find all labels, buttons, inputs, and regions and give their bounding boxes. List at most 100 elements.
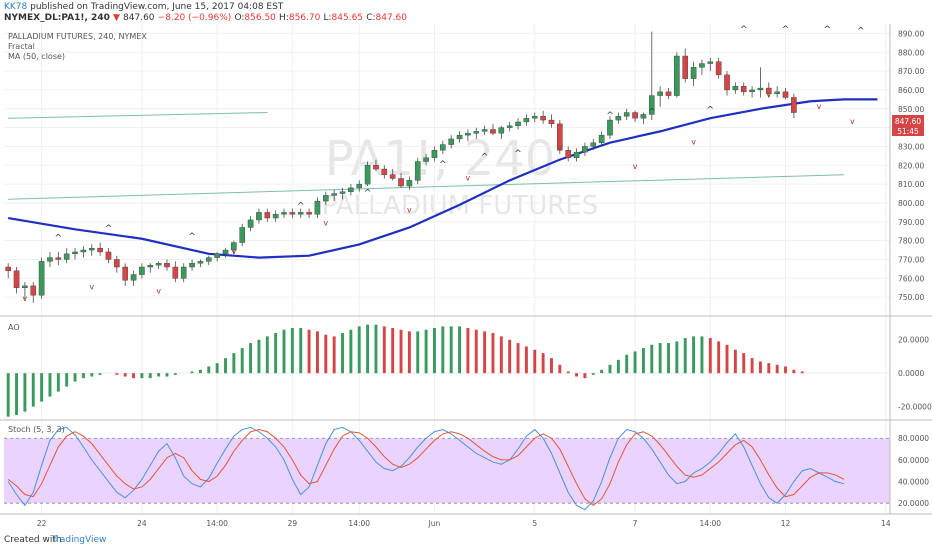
candle-body: [30, 285, 37, 296]
symbol-line: NYMEX_DL:PA1!, 240 ▼ 847.60 −8.20 (−0.96…: [4, 12, 407, 24]
candle-body: [205, 257, 212, 262]
candle-body: [632, 112, 638, 119]
ao-tick-label: 20.0000: [898, 336, 929, 345]
fractal-up-marker: ^: [105, 224, 113, 234]
candle-body: [80, 249, 87, 253]
symbol-text[interactable]: NYMEX_DL:PA1!, 240: [4, 13, 110, 23]
trend-line: [8, 112, 268, 119]
fractal-down-marker: v: [633, 162, 638, 171]
candle-body: [147, 264, 154, 268]
author-link[interactable]: KK78: [4, 2, 28, 12]
tradingview-logo[interactable]: TradingView: [52, 535, 107, 545]
candle-body: [598, 134, 605, 143]
price-pane: ^ ^ ^ ^ ^ ^ ^ ^ ^ ^ ^ ^ ^ ^ ^ v v v v v v v v v v v v v: [5, 25, 878, 303]
chart-header: KK78 published on TradingView.com, June …: [0, 0, 932, 24]
y-tick-label: 790.00: [898, 218, 924, 227]
candle-body: [72, 251, 78, 255]
candle-body: [557, 123, 563, 151]
stoch-tick-label: 40.0000: [898, 478, 929, 487]
axes: 222414:002914:00Jun5714:00121414:0019212…: [0, 24, 932, 528]
candle-body: [615, 116, 622, 121]
candle-body: [406, 180, 413, 187]
candle-body: [247, 219, 254, 228]
candle-body: [607, 119, 613, 136]
candle-body: [231, 242, 237, 251]
candle-body: [782, 91, 789, 98]
last-price: 847.60: [123, 13, 155, 23]
fractal-down-marker: v: [817, 102, 822, 111]
candle-body: [364, 165, 371, 185]
x-tick-label: Jun: [428, 519, 441, 528]
y-tick-label: 860.00: [898, 86, 924, 95]
close-value: 847.60: [375, 13, 408, 23]
y-tick-label: 880.00: [898, 48, 924, 57]
ao-pane: [4, 324, 890, 417]
fractal-down-marker: v: [766, 90, 771, 99]
candle-body: [707, 61, 714, 64]
candle-body: [623, 112, 630, 117]
candle-body: [531, 116, 538, 119]
y-tick-label: 760.00: [898, 274, 924, 283]
candle-body: [139, 266, 145, 275]
candle-body: [239, 227, 246, 243]
stoch-title[interactable]: Stoch (5, 3, 3): [8, 425, 65, 434]
low-label: L:: [323, 13, 332, 23]
fractal-up-marker: ^: [648, 107, 656, 117]
candle-body: [757, 87, 764, 91]
candle-body: [356, 183, 363, 189]
candle-body: [5, 266, 11, 271]
candle-body: [339, 191, 346, 194]
candle-body: [648, 95, 655, 115]
fractal-down-marker: v: [557, 143, 562, 152]
y-tick-label: 830.00: [898, 142, 924, 151]
price-change: −8.20 (−0.96%): [157, 13, 232, 23]
indicator-ma[interactable]: MA (50, close): [8, 52, 65, 61]
y-tick-label: 820.00: [898, 161, 924, 170]
fractal-down-marker: v: [156, 286, 161, 295]
open-label: O:: [234, 13, 245, 23]
candle-body: [348, 187, 354, 192]
candle-body: [766, 87, 772, 94]
candle-body: [565, 150, 571, 158]
candle-body: [699, 63, 705, 68]
stoch-d-line: [7, 429, 845, 506]
candle-body: [297, 212, 304, 215]
candle-body: [272, 214, 279, 219]
candle-body: [740, 85, 747, 93]
candle-body: [506, 125, 513, 128]
candle-body: [264, 212, 271, 219]
high-value: 856.70: [288, 13, 321, 23]
candle-body: [774, 91, 780, 94]
candle-body: [715, 61, 722, 76]
fractal-down-marker: v: [466, 173, 471, 182]
stoch-pane: [4, 426, 890, 511]
candle-body: [640, 114, 647, 119]
x-tick-label: 14:00: [348, 519, 370, 528]
candle-body: [222, 249, 229, 255]
candle-body: [214, 253, 220, 258]
high-label: H:: [279, 13, 289, 23]
ao-tick-label: 0.0000: [898, 369, 924, 378]
candle-body: [548, 119, 555, 125]
fractal-up-marker: ^: [188, 232, 196, 242]
candle-body: [331, 193, 337, 196]
indicator-fractal[interactable]: Fractal: [8, 42, 35, 51]
fractal-down-marker: v: [23, 294, 28, 303]
candle-body: [749, 89, 755, 93]
candle-body: [13, 270, 20, 288]
candle-body: [414, 161, 421, 181]
last-price-tag: [892, 115, 924, 126]
candle-body: [55, 257, 62, 260]
fractal-down-marker: v: [89, 283, 94, 292]
y-tick-label: 890.00: [898, 29, 924, 38]
candle-body: [657, 91, 663, 96]
x-tick-label: 5: [532, 519, 537, 528]
last-price-tag-text: 847.60: [895, 117, 921, 126]
chart-title: PALLADIUM FUTURES, 240, NYMEX: [8, 32, 147, 41]
candle-body: [306, 212, 312, 215]
ao-title[interactable]: AO: [8, 323, 20, 332]
candle-body: [122, 266, 128, 281]
y-tick-label: 800.00: [898, 199, 924, 208]
candle-body: [515, 121, 521, 126]
chart-area[interactable]: PA1!, 240 PALLADIUM FUTURES ^^^^^^^ ^^ ^ ^^…: [0, 0, 932, 530]
